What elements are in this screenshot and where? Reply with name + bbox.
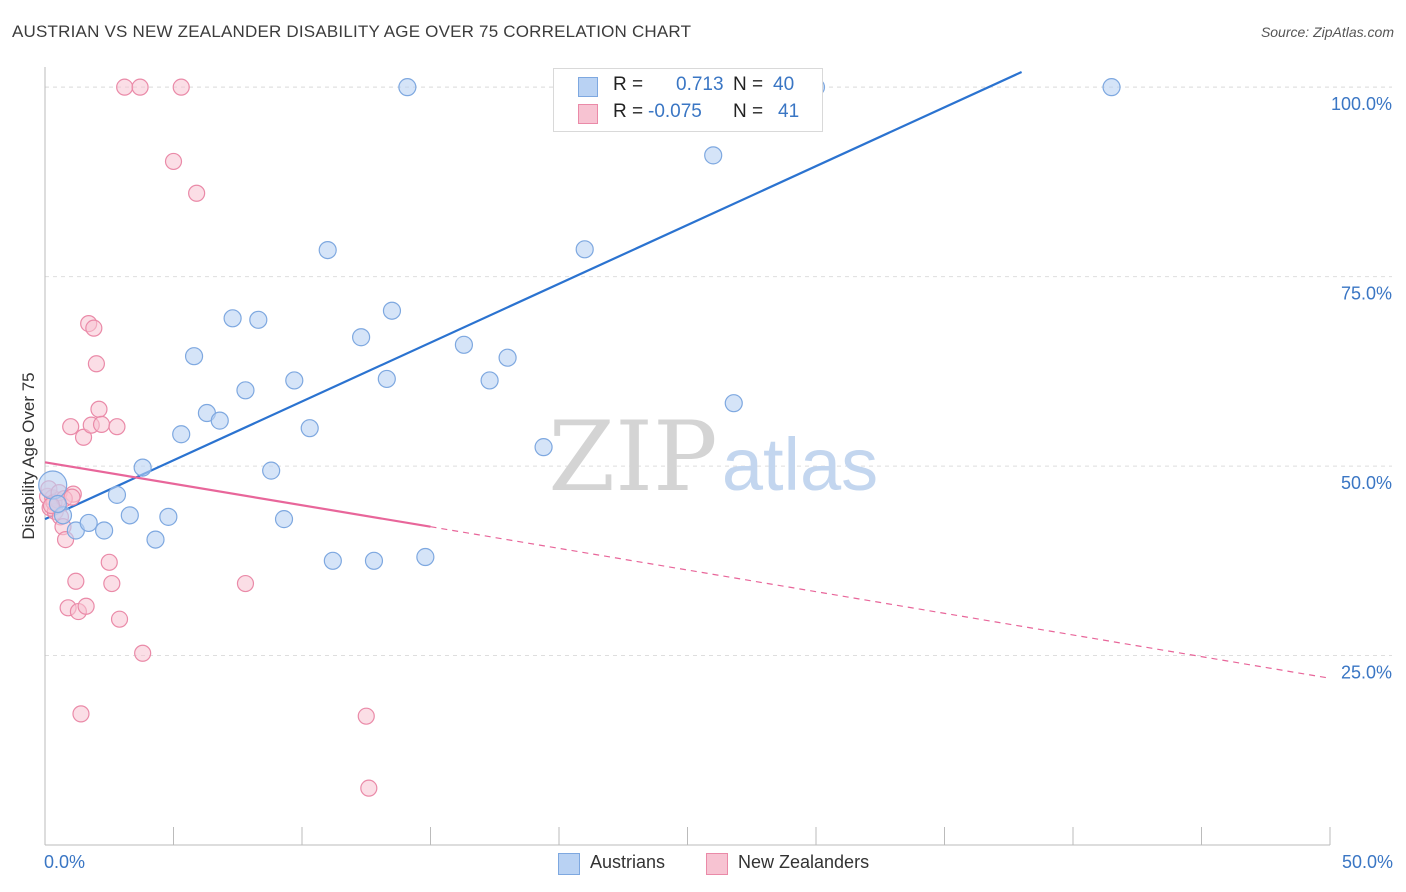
legend-n-label-austrians: N = bbox=[733, 74, 764, 95]
new-zealanders-point-23 bbox=[103, 574, 121, 593]
austrians-point-9 bbox=[159, 507, 178, 526]
austrians-point-35 bbox=[704, 146, 723, 165]
new-zealanders-point-11 bbox=[67, 572, 85, 590]
new-zealanders-point-32 bbox=[236, 574, 255, 593]
austrians-point-18 bbox=[274, 510, 294, 529]
austrians-point-17 bbox=[262, 461, 281, 480]
legend-swatch-blue bbox=[578, 77, 598, 97]
y-axis-title-group: Disability Age Over 75 bbox=[19, 372, 38, 539]
new-zealanders-point-14 bbox=[74, 428, 93, 446]
austrians-point-31 bbox=[498, 348, 517, 367]
watermark-zip: ZIP bbox=[548, 401, 717, 513]
y-tick-label-1: 50.0% bbox=[1341, 473, 1392, 493]
correlation-legend: R = 0.713 N = 40 R = -0.075 N = 41 bbox=[553, 68, 823, 132]
austrians-point-22 bbox=[323, 551, 342, 570]
austrians-point-6 bbox=[120, 506, 139, 525]
new-zealanders-point-21 bbox=[92, 415, 111, 433]
austrians-point-29 bbox=[454, 335, 474, 354]
austrians-point-23 bbox=[352, 328, 371, 347]
x-tick-min: 0.0% bbox=[44, 852, 86, 872]
austrians-point-14 bbox=[223, 309, 242, 328]
new-zealanders-point-24 bbox=[108, 418, 126, 436]
new-zealanders-trend-line bbox=[44, 461, 431, 528]
austrians-point-30 bbox=[480, 371, 499, 390]
legend-n-label-new-zealanders: N = bbox=[733, 101, 764, 122]
new-zealanders-point-27 bbox=[131, 78, 149, 96]
austrians-trend-line bbox=[44, 70, 1023, 521]
y-tick-label-2: 75.0% bbox=[1341, 284, 1392, 304]
points-layer bbox=[38, 78, 1121, 797]
watermark: ZIP atlas bbox=[548, 401, 878, 513]
trend-layer bbox=[44, 70, 1331, 679]
axis-layer bbox=[44, 67, 1331, 846]
new-zealanders-point-25 bbox=[110, 610, 129, 628]
austrians-point-10 bbox=[172, 425, 191, 444]
new-zealanders-label: New Zealanders bbox=[738, 852, 870, 872]
austrians-point-7 bbox=[133, 458, 152, 477]
austrians-point-24 bbox=[364, 551, 384, 570]
legend-r-label-new-zealanders: R = bbox=[613, 101, 644, 122]
austrians-point-19 bbox=[285, 371, 304, 390]
austrians-point-26 bbox=[382, 301, 402, 320]
legend-r-label-austrians: R = bbox=[613, 74, 644, 95]
x-tick-max: 50.0% bbox=[1341, 852, 1393, 872]
austrians-point-39 bbox=[48, 494, 67, 514]
austrians-point-38 bbox=[1102, 78, 1121, 97]
austrians-point-8 bbox=[146, 530, 165, 549]
y-axis-title: Disability Age Over 75 bbox=[19, 372, 38, 539]
austrians-point-0 bbox=[38, 470, 68, 500]
austrians-point-3 bbox=[79, 513, 98, 533]
legend-n-value-new-zealanders: 41 bbox=[778, 101, 800, 122]
austrians-point-27 bbox=[398, 78, 417, 97]
new-zealanders-point-18 bbox=[85, 319, 103, 337]
chart-title: AUSTRIAN VS NEW ZEALANDER DISABILITY AGE… bbox=[12, 22, 692, 41]
austrians-point-33 bbox=[575, 240, 594, 259]
new-zealanders-point-31 bbox=[188, 184, 206, 202]
new-zealanders-point-19 bbox=[87, 355, 106, 373]
new-zealanders-point-20 bbox=[90, 400, 108, 418]
new-zealanders-trend-extension bbox=[430, 526, 1331, 679]
source-credit: Source: ZipAtlas.com bbox=[1260, 24, 1394, 40]
austrians-point-15 bbox=[236, 381, 255, 400]
legend-r-value-new-zealanders: -0.075 bbox=[648, 101, 702, 122]
austrians-point-20 bbox=[300, 419, 319, 438]
new-zealanders-point-33 bbox=[357, 707, 375, 725]
new-zealanders-point-40 bbox=[63, 488, 81, 506]
austrians-point-36 bbox=[724, 394, 743, 413]
y-tick-label-0: 25.0% bbox=[1341, 663, 1392, 683]
austrians-point-21 bbox=[318, 240, 337, 260]
new-zealanders-point-22 bbox=[100, 553, 118, 571]
new-zealanders-point-30 bbox=[172, 78, 190, 96]
grid-layer: 25.0% 50.0% 75.0% 100.0% bbox=[45, 86, 1392, 683]
new-zealanders-point-15 bbox=[77, 597, 95, 615]
new-zealanders-point-13 bbox=[72, 705, 90, 723]
new-zealanders-point-34 bbox=[360, 779, 378, 797]
austrians-point-32 bbox=[534, 438, 553, 457]
y-tick-label-3: 100.0% bbox=[1331, 94, 1392, 114]
new-zealanders-point-9 bbox=[62, 418, 80, 436]
austrians-point-16 bbox=[249, 310, 268, 329]
austrians-point-5 bbox=[107, 485, 127, 504]
legend-r-value-austrians: 0.713 bbox=[676, 74, 724, 95]
new-zealanders-point-26 bbox=[116, 78, 134, 96]
new-zealanders-point-29 bbox=[164, 152, 183, 171]
austrians-swatch bbox=[558, 853, 580, 875]
austrians-label: Austrians bbox=[590, 852, 666, 872]
new-zealanders-point-28 bbox=[134, 644, 152, 662]
austrians-point-28 bbox=[416, 547, 435, 567]
legend-n-value-austrians: 40 bbox=[773, 74, 795, 95]
austrians-point-4 bbox=[95, 521, 114, 540]
austrians-point-25 bbox=[377, 369, 396, 389]
austrians-point-11 bbox=[184, 347, 204, 366]
austrians-point-13 bbox=[210, 411, 229, 430]
watermark-atlas: atlas bbox=[722, 423, 878, 506]
new-zealanders-swatch bbox=[706, 853, 728, 875]
legend-swatch-pink bbox=[578, 104, 598, 124]
